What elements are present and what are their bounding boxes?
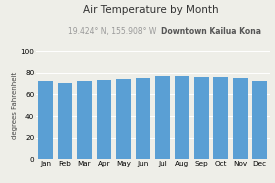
Text: 19.424° N, 155.908° W: 19.424° N, 155.908° W xyxy=(68,27,157,36)
Y-axis label: degrees Fahrenheit: degrees Fahrenheit xyxy=(12,72,18,139)
Bar xyxy=(194,77,209,159)
Bar xyxy=(97,80,111,159)
Bar xyxy=(155,76,170,159)
Bar xyxy=(58,83,72,159)
Bar xyxy=(175,76,189,159)
Bar xyxy=(252,81,267,159)
Bar xyxy=(38,81,53,159)
Bar xyxy=(77,81,92,159)
Text: Downtown Kailua Kona: Downtown Kailua Kona xyxy=(161,27,261,36)
Bar xyxy=(136,78,150,159)
Bar xyxy=(213,77,228,159)
Bar xyxy=(116,79,131,159)
Bar xyxy=(233,78,248,159)
Text: Air Temperature by Month: Air Temperature by Month xyxy=(83,5,219,16)
